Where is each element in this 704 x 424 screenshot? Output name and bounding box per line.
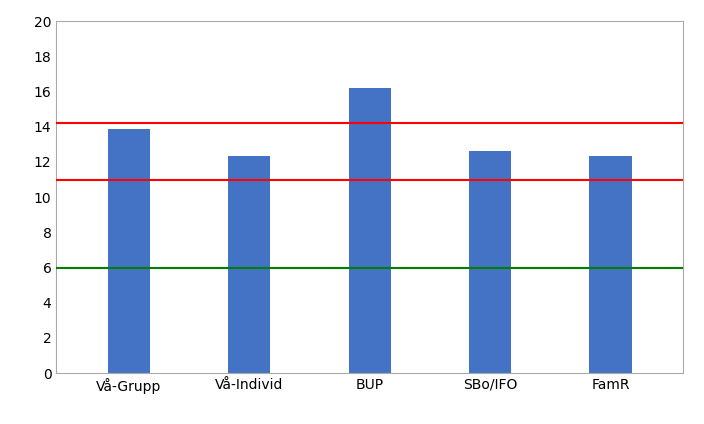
Bar bbox=[589, 156, 631, 373]
Bar bbox=[228, 156, 270, 373]
Bar bbox=[108, 128, 150, 373]
Bar bbox=[348, 88, 391, 373]
Bar bbox=[469, 151, 511, 373]
